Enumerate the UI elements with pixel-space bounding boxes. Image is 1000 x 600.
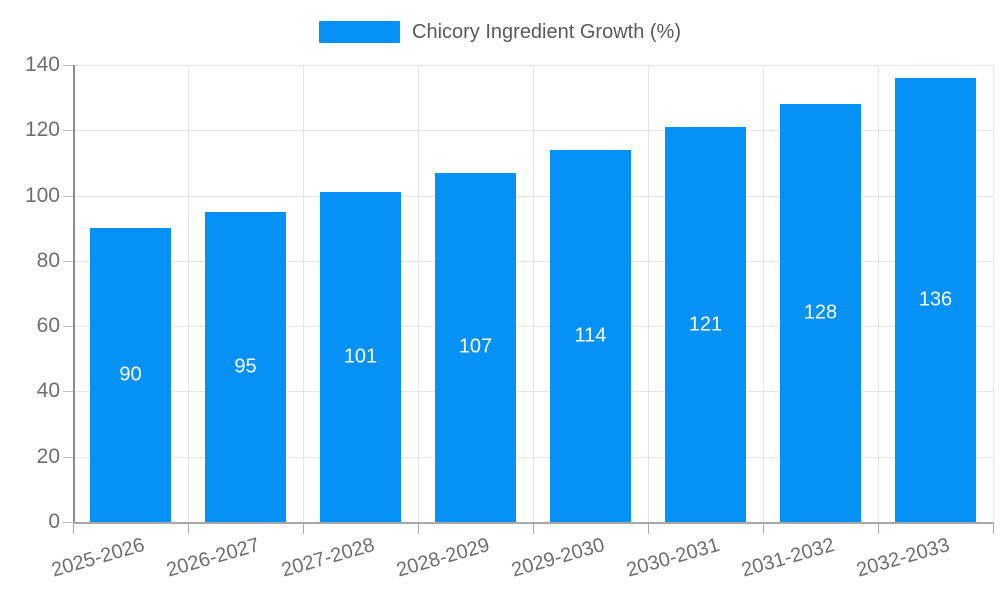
legend-label: Chicory Ingredient Growth (%) xyxy=(412,20,681,43)
bar-value-label: 121 xyxy=(688,313,723,335)
y-tick-label: 0 xyxy=(48,510,60,533)
y-axis-tick xyxy=(63,260,73,262)
gridline-v xyxy=(763,65,764,522)
y-axis-tick xyxy=(63,65,73,66)
gridline-v xyxy=(418,65,419,522)
bar: 101 xyxy=(320,192,401,522)
x-axis-line xyxy=(73,522,993,524)
y-axis-tick xyxy=(63,326,73,328)
bar: 95 xyxy=(205,211,286,522)
y-axis-line xyxy=(73,65,75,524)
x-axis-tick xyxy=(648,522,649,534)
bar: 136 xyxy=(895,78,976,522)
gridline-v xyxy=(993,65,994,522)
bar: 121 xyxy=(665,127,746,522)
y-tick-label: 40 xyxy=(36,379,60,403)
legend-swatch-icon xyxy=(319,21,400,43)
x-axis-tick xyxy=(418,522,419,534)
bar-value-label: 90 xyxy=(119,363,142,386)
bar-value-label: 128 xyxy=(803,301,838,324)
bar-value-label: 136 xyxy=(918,288,953,311)
bar-value-label: 107 xyxy=(458,335,493,358)
bar: 107 xyxy=(435,172,516,522)
x-axis-tick xyxy=(763,522,764,534)
bar-value-label: 95 xyxy=(234,355,257,378)
gridline-v xyxy=(648,65,649,522)
x-axis-tick xyxy=(878,522,879,534)
y-axis-tick xyxy=(63,391,73,393)
y-axis-tick xyxy=(63,130,73,132)
bar: 128 xyxy=(780,104,861,522)
bar: 114 xyxy=(550,149,631,522)
y-axis-tick xyxy=(63,522,73,523)
bar: 90 xyxy=(90,228,171,522)
gridline-v xyxy=(303,65,304,522)
bar-value-label: 101 xyxy=(343,345,378,368)
legend[interactable]: Chicory Ingredient Growth (%) xyxy=(0,14,1000,50)
y-axis-tick xyxy=(63,195,73,197)
y-tick-label: 100 xyxy=(24,183,60,207)
y-tick-label: 60 xyxy=(36,314,60,338)
gridline-v xyxy=(878,65,879,522)
x-axis-tick xyxy=(993,522,994,534)
y-axis-tick xyxy=(63,456,73,458)
gridline-v xyxy=(188,65,189,522)
y-tick-label: 80 xyxy=(36,248,60,272)
y-tick-label: 140 xyxy=(24,53,60,76)
x-axis-tick xyxy=(303,522,304,534)
bar-value-label: 114 xyxy=(574,324,607,347)
y-tick-label: 20 xyxy=(36,444,60,468)
y-tick-label: 120 xyxy=(24,118,60,142)
x-axis-tick xyxy=(73,522,74,534)
x-axis-tick xyxy=(188,522,189,534)
gridline-v xyxy=(533,65,534,522)
x-axis-tick xyxy=(533,522,534,534)
